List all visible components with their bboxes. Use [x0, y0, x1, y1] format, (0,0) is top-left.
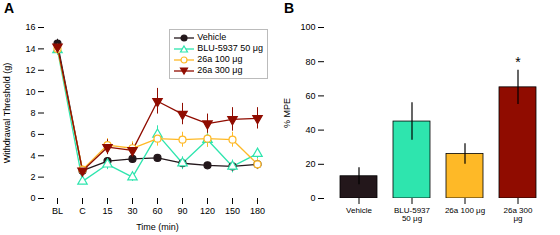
svg-text:*: *	[515, 54, 521, 70]
svg-text:120: 120	[200, 206, 215, 216]
svg-text:80: 80	[305, 57, 315, 67]
svg-text:4: 4	[30, 151, 35, 161]
svg-text:90: 90	[177, 206, 187, 216]
svg-text:2: 2	[30, 172, 35, 182]
svg-text:100: 100	[300, 22, 315, 32]
svg-text:60: 60	[152, 206, 162, 216]
svg-text:Vehicle: Vehicle	[346, 206, 372, 215]
html-text:B: B	[284, 0, 295, 16]
svg-text:60: 60	[305, 91, 315, 101]
html-text:Vehicle: Vehicle	[197, 32, 227, 42]
html-text:A: A	[4, 0, 15, 16]
svg-text:26a 300μg: 26a 300μg	[504, 206, 533, 223]
svg-text:12: 12	[25, 65, 35, 75]
svg-text:40: 40	[305, 125, 315, 135]
svg-text:C: C	[79, 206, 86, 216]
svg-text:6: 6	[30, 129, 35, 139]
html-text:26a 100 μg: 26a 100 μg	[197, 54, 243, 64]
svg-text:26a 100 μg: 26a 100 μg	[445, 206, 485, 215]
svg-text:16: 16	[25, 22, 35, 32]
svg-text:10: 10	[25, 87, 35, 97]
svg-text:180: 180	[250, 206, 265, 216]
svg-text:150: 150	[225, 206, 240, 216]
svg-text:14: 14	[25, 44, 35, 54]
svg-text:8: 8	[30, 108, 35, 118]
svg-text:30: 30	[127, 206, 137, 216]
svg-text:BLU-593750 μg: BLU-593750 μg	[394, 206, 431, 223]
svg-text:BL: BL	[52, 206, 63, 216]
svg-text:% MPE: % MPE	[282, 98, 292, 128]
html-text:26a 300 μg: 26a 300 μg	[197, 65, 243, 75]
svg-text:0: 0	[310, 193, 315, 203]
svg-text:15: 15	[102, 206, 112, 216]
svg-text:Withdrawal Threshold (g): Withdrawal Threshold (g)	[2, 63, 12, 163]
svg-text:Time (min): Time (min)	[136, 222, 179, 232]
svg-text:20: 20	[305, 159, 315, 169]
html-text:BLU-5937 50 μg: BLU-5937 50 μg	[197, 43, 263, 53]
svg-text:0: 0	[30, 193, 35, 203]
